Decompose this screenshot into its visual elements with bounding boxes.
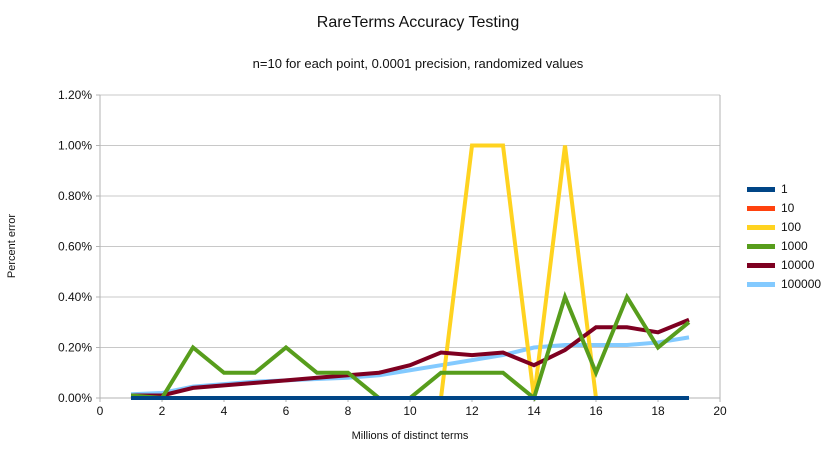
legend-item-10: 10 <box>747 202 821 214</box>
legend-swatch-1 <box>747 186 775 192</box>
x-tick-label: 10 <box>403 404 417 418</box>
y-tick-label: 0.20% <box>58 341 92 355</box>
legend-swatch-1000 <box>747 243 775 249</box>
legend-swatch-100 <box>747 224 775 230</box>
chart-title: RareTerms Accuracy Testing <box>316 14 520 31</box>
legend: 1 10 100 1000 10000 100000 <box>747 183 821 290</box>
y-tick-label: 0.80% <box>58 189 92 203</box>
x-tick-label: 18 <box>651 404 665 418</box>
legend-swatch-100000 <box>747 281 775 287</box>
y-tick-label: 1.00% <box>58 139 92 153</box>
legend-swatch-10000 <box>747 262 775 268</box>
x-tick-label: 12 <box>465 404 479 418</box>
x-tick-label: 6 <box>283 404 290 418</box>
legend-swatch-10 <box>747 205 775 211</box>
x-tick-label: 16 <box>589 404 603 418</box>
legend-label: 100000 <box>781 277 822 291</box>
legend-item-10000: 10000 <box>747 259 821 271</box>
x-tick-label: 8 <box>345 404 352 418</box>
chart-subtitle: n=10 for each point, 0.0001 precision, r… <box>252 56 584 71</box>
legend-item-100: 100 <box>747 221 821 233</box>
legend-label: 1 <box>781 182 788 196</box>
y-tick-label: 0.40% <box>58 290 92 304</box>
x-tick-label: 20 <box>713 404 727 418</box>
x-tick-label: 14 <box>527 404 541 418</box>
x-tick-label: 0 <box>97 404 104 418</box>
series-line-10000 <box>131 317 690 398</box>
legend-label: 10 <box>781 201 795 215</box>
x-axis-title: Millions of distinct terms <box>351 430 469 442</box>
legend-item-1: 1 <box>747 183 821 195</box>
y-tick-label: 0.00% <box>58 391 92 405</box>
x-tick-label: 4 <box>221 404 228 418</box>
legend-label: 1000 <box>781 239 808 253</box>
legend-label: 10000 <box>781 258 815 272</box>
series-line-100 <box>131 143 689 400</box>
x-tick-label: 2 <box>159 404 166 418</box>
legend-label: 100 <box>781 220 802 234</box>
y-tick-label: 1.20% <box>58 88 92 102</box>
legend-item-100000: 100000 <box>747 278 821 290</box>
legend-item-1000: 1000 <box>747 240 821 252</box>
y-tick-label: 0.60% <box>58 240 92 254</box>
